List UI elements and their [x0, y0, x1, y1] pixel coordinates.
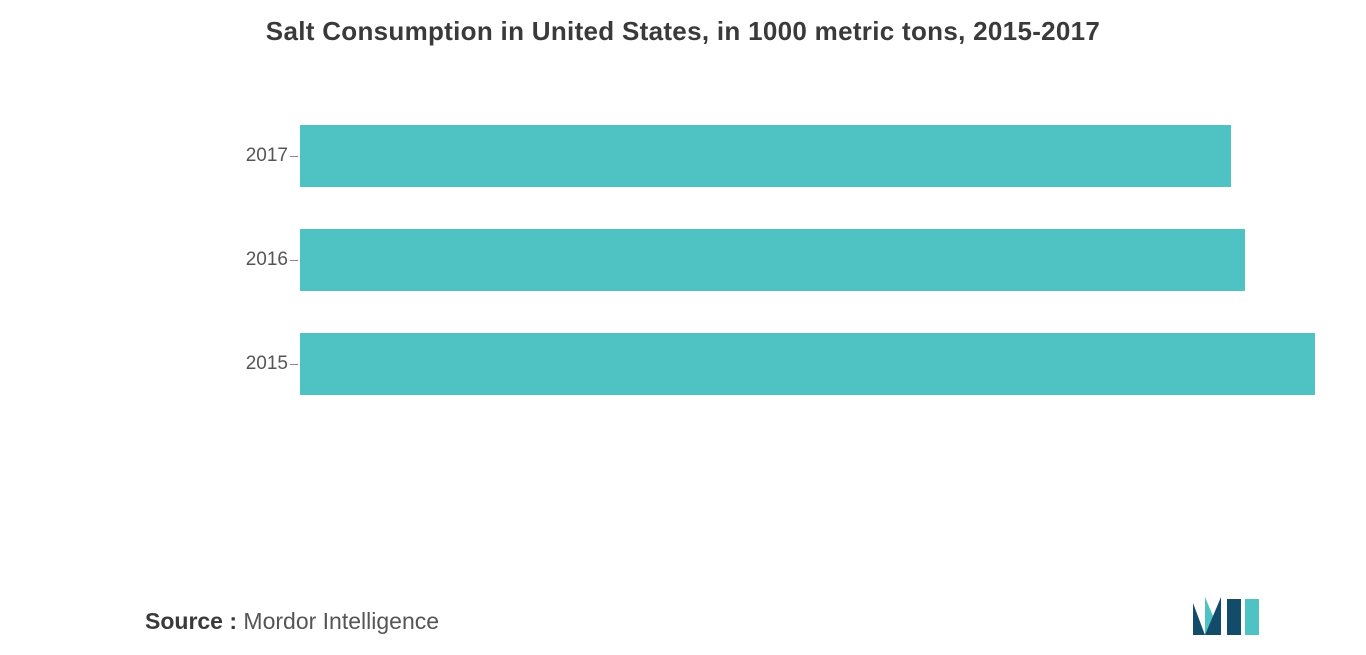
bar-row-2015: 2015 — [300, 333, 1315, 395]
bar-label: 2017 — [238, 145, 288, 167]
bar-2017 — [300, 125, 1231, 187]
axis-tick — [290, 156, 298, 157]
bar-2016 — [300, 229, 1245, 291]
bar-chart: 2017 2016 2015 — [300, 125, 1315, 435]
bar-row-2017: 2017 — [300, 125, 1231, 187]
mordor-logo-icon — [1191, 595, 1271, 637]
bar-row-2016: 2016 — [300, 229, 1245, 291]
source-text: Mordor Intelligence — [243, 608, 439, 634]
axis-tick — [290, 260, 298, 261]
bar-label: 2015 — [238, 353, 288, 375]
source-label: Source : — [145, 608, 237, 634]
bar-2015 — [300, 333, 1315, 395]
axis-tick — [290, 364, 298, 365]
chart-title: Salt Consumption in United States, in 10… — [0, 0, 1366, 47]
source-attribution: Source : Mordor Intelligence — [145, 608, 439, 635]
bar-label: 2016 — [238, 249, 288, 271]
